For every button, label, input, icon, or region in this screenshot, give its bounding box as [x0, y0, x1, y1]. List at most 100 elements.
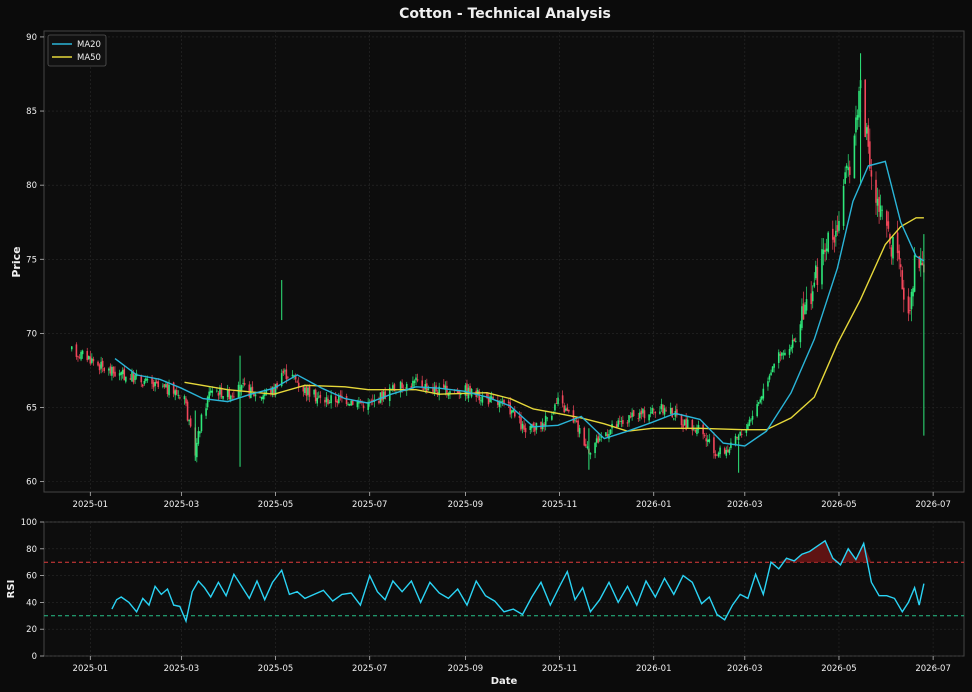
price-y-tick-label: 80: [26, 181, 37, 191]
candle-body: [648, 414, 650, 421]
candle-body: [442, 384, 445, 388]
candle-body: [498, 401, 501, 407]
candle-body: [222, 396, 224, 399]
candle-body: [140, 374, 143, 383]
candle-body: [750, 419, 752, 421]
candle-body: [183, 396, 186, 400]
candle-body: [296, 381, 298, 383]
candle-body: [459, 394, 462, 395]
candle-body: [696, 428, 698, 435]
candle-body: [302, 386, 305, 392]
candle-body: [685, 418, 687, 430]
candle-body: [910, 291, 913, 310]
candle-body: [555, 403, 558, 404]
candle-body: [350, 400, 352, 406]
candle-body: [566, 407, 569, 411]
rsi-x-tick-label: 2025-07: [352, 664, 388, 674]
candle-body: [274, 384, 277, 396]
candle-body: [734, 436, 737, 445]
candle-body: [598, 438, 601, 441]
candle-body: [336, 400, 339, 404]
candle-body: [844, 172, 846, 184]
candle-body: [265, 390, 268, 395]
rsi-y-tick-label: 40: [26, 598, 37, 608]
candle-body: [172, 382, 175, 394]
candle-body: [162, 385, 164, 387]
candle-body: [481, 395, 484, 403]
candle-body: [280, 373, 283, 386]
candle-body: [821, 249, 823, 285]
candle-body: [643, 410, 646, 419]
candle-body: [585, 444, 587, 447]
price-x-tick-label: 2026-07: [915, 500, 951, 510]
candle-body: [486, 393, 488, 398]
candle-body: [339, 394, 342, 397]
price-y-tick-label: 90: [26, 33, 37, 43]
candle-body: [838, 220, 840, 231]
candle-body: [705, 438, 708, 442]
rsi-y-tick-label: 60: [26, 572, 37, 582]
candle-body: [469, 385, 471, 395]
candle-body: [622, 420, 624, 424]
candle-body: [909, 310, 911, 312]
price-x-tick-label: 2025-05: [258, 500, 294, 510]
candle-body: [271, 386, 274, 395]
rsi-overbought-fill: [778, 540, 872, 563]
candle-body: [92, 358, 95, 362]
candle-body: [226, 389, 229, 398]
candle-body: [297, 382, 300, 387]
candle-body: [563, 405, 566, 413]
candle-body: [892, 236, 894, 259]
candle-body: [801, 306, 803, 328]
candle-body: [660, 404, 663, 410]
ma20-line: [114, 160, 925, 447]
candle-body: [790, 346, 792, 350]
rsi-y-tick-label: 0: [32, 652, 37, 662]
candle-body: [123, 368, 126, 381]
rsi-x-tick-label: 2026-03: [727, 664, 763, 674]
candle-body: [152, 382, 155, 388]
candle-body: [438, 386, 440, 396]
candle-body: [608, 433, 610, 439]
candle-body: [777, 352, 780, 363]
candle-body: [317, 396, 320, 398]
candle-body: [327, 398, 329, 404]
candle-body: [356, 401, 359, 408]
rsi-line: [111, 539, 925, 624]
candle-body: [760, 396, 763, 400]
candle-body: [282, 370, 285, 374]
candle-body: [141, 384, 144, 387]
candle-body: [262, 395, 264, 400]
candle-body: [589, 452, 592, 455]
candle-body: [853, 135, 856, 179]
candle-body: [869, 141, 871, 169]
candle-body: [521, 423, 524, 429]
candle-body: [250, 387, 252, 398]
candle-body: [756, 404, 758, 417]
candle-body: [220, 387, 223, 398]
candle-body: [887, 221, 890, 229]
candle-body: [847, 167, 850, 171]
candle-body: [794, 340, 797, 342]
candle-body: [464, 385, 467, 396]
candle-body: [739, 431, 741, 436]
candle-body: [649, 412, 652, 414]
candle-body: [211, 390, 214, 393]
candle-body: [703, 435, 706, 437]
candle-body: [260, 396, 263, 400]
candle-body: [827, 232, 829, 252]
candle-body: [199, 431, 201, 434]
candle-body: [811, 291, 814, 302]
candle-body: [717, 452, 720, 457]
candle-body: [864, 79, 867, 137]
candle-body: [209, 390, 212, 393]
price-grid: [44, 31, 964, 492]
candle-body: [80, 351, 82, 360]
candle-body: [217, 392, 220, 396]
candle-body: [294, 375, 297, 380]
candle-body: [231, 395, 234, 397]
candle-body: [108, 368, 110, 371]
candle-body: [179, 397, 181, 399]
candle-body: [810, 293, 812, 305]
candle-body: [682, 424, 684, 428]
